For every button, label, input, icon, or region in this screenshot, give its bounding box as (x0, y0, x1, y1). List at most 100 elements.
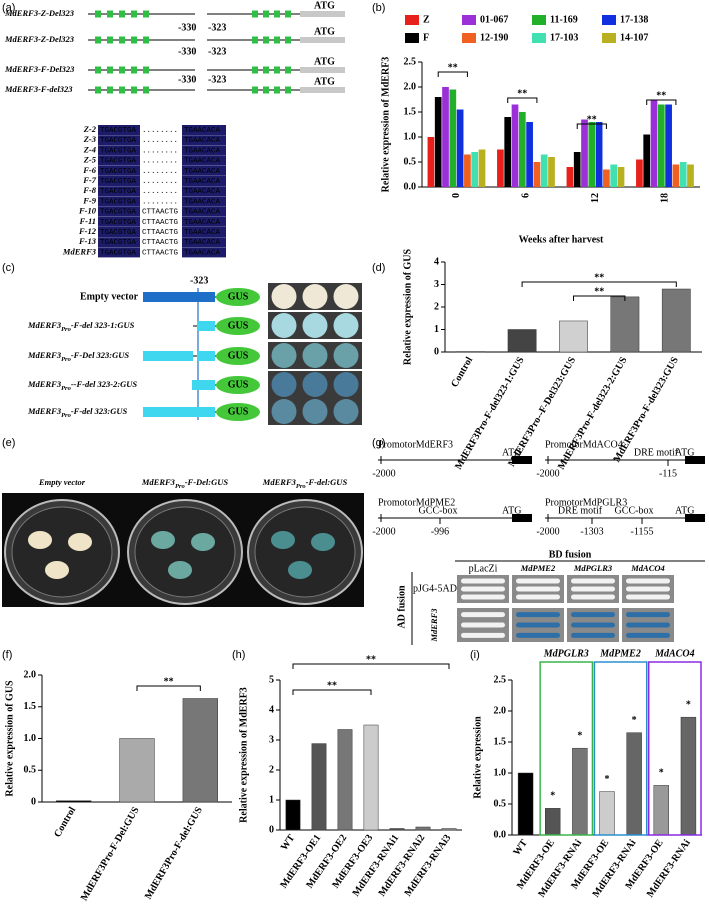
bar (533, 162, 541, 187)
seq-block (182, 216, 226, 227)
seq-middle: ........ (142, 158, 178, 166)
atg-label: ATG (314, 0, 335, 11)
element-box (285, 10, 291, 18)
element-box (131, 86, 137, 94)
x-tick-label: WT (511, 837, 530, 857)
subscript: Pro (296, 483, 307, 490)
yeast-streak (516, 578, 560, 584)
seq-left: TGACGTGA (100, 147, 137, 155)
seq-block (182, 125, 226, 135)
seq-block (98, 145, 140, 156)
x-tick-label: 18 (660, 193, 671, 203)
y-tick-label: 0 (269, 824, 274, 835)
construct-segment (143, 351, 193, 361)
stain-spot (271, 343, 297, 368)
significance-bracket (136, 685, 201, 691)
atg-box (300, 11, 345, 17)
callus (288, 561, 312, 579)
yeast-streak (516, 622, 560, 628)
significance-bracket (646, 99, 677, 105)
seq-label: F-10 (78, 206, 97, 216)
seq-right: TGAACACA (184, 209, 221, 217)
seq-block (182, 196, 226, 207)
seq-label: Z-5 (83, 155, 97, 165)
yeast-streak (571, 632, 615, 638)
gene: MdERF3 (27, 379, 62, 389)
seq-block (182, 237, 226, 248)
yeast-streak (461, 586, 505, 592)
seq-right: TGAACACA (184, 127, 221, 135)
bd-label: MdPGLR3 (573, 563, 613, 573)
legend-swatch (462, 15, 476, 25)
x-tick-label: Control (449, 355, 475, 389)
y-tick-label: 2.0 (24, 669, 37, 680)
bar (661, 288, 691, 353)
seq-block (182, 135, 226, 146)
subscript: Pro (61, 412, 72, 419)
seq-block (98, 247, 140, 258)
bar (643, 134, 651, 187)
construct-label: MdERF3-F-del323 (4, 84, 73, 94)
bd-fusion-label: BD fusion (549, 549, 592, 560)
atg-box (685, 514, 705, 522)
promoter-name: PromotorMdERF3 (378, 439, 453, 450)
construct-segment (197, 321, 215, 331)
seq-right: TGAACACA (184, 168, 221, 176)
legend-label: 11-169 (550, 14, 578, 25)
atg-box (512, 514, 532, 522)
annotation: ** (656, 90, 666, 101)
stain-spot (333, 313, 359, 338)
motif-label: DRE motif (634, 447, 679, 458)
seq-block (182, 227, 226, 237)
seq-left: TGACGTGA (100, 239, 137, 247)
bar (636, 159, 643, 187)
element-box (263, 66, 269, 74)
seq-left: TGACGTGA (100, 188, 137, 196)
yeast-streak (571, 578, 615, 584)
y-tick-label: 0.5 (24, 765, 37, 776)
seq-label: F-8 (82, 185, 97, 195)
position-label: -323 (208, 46, 226, 57)
group-label: MdACO4 (654, 648, 694, 659)
element-box (285, 86, 291, 94)
atg-label: ATG (675, 447, 694, 458)
bar (610, 296, 640, 353)
y-tick-label: 3 (434, 279, 439, 290)
construct-label: MdERF3Pro--F-del 323-2:GUS (27, 379, 137, 392)
construct-label: MdERF3-F-Del323 (4, 64, 75, 74)
stain-spot (271, 372, 297, 397)
bar (599, 791, 615, 836)
seq-block (98, 237, 140, 248)
legend-label: 14-107 (620, 32, 648, 43)
element-box (107, 86, 113, 94)
x-tick-label: 0 (451, 193, 462, 198)
bar (449, 89, 457, 187)
ad-label: pJG4-5AD (413, 583, 457, 594)
bar (442, 87, 449, 187)
seq-right: TGAACACA (184, 137, 221, 145)
annotation: ** (366, 654, 376, 665)
position-label: -2000 (536, 468, 559, 479)
rest: -F-Del:GUS (185, 477, 229, 487)
element-box (107, 10, 113, 18)
seq-block (182, 247, 226, 258)
yeast-streak (516, 594, 560, 600)
gene: MdERF3 (27, 350, 62, 360)
element-box (274, 86, 280, 94)
y-tick-label: 2 (434, 301, 439, 312)
gene: MdERF3 (262, 477, 297, 487)
element-box (274, 66, 280, 74)
stain-spot (271, 284, 297, 309)
y-tick-label: 0.0 (494, 829, 507, 840)
seq-left: TGACGTGA (100, 198, 137, 206)
panel-label: (h) (232, 649, 245, 661)
callus (271, 531, 295, 549)
subscript: Pro (61, 326, 72, 333)
y-tick-label: 1.5 (404, 106, 417, 117)
seq-right: TGAACACA (184, 198, 221, 206)
legend-label: 17-138 (620, 14, 648, 25)
sample-label: Empty vector (38, 477, 86, 487)
bar (687, 164, 694, 187)
position-label: -1155 (631, 526, 654, 537)
element-box (119, 36, 125, 44)
